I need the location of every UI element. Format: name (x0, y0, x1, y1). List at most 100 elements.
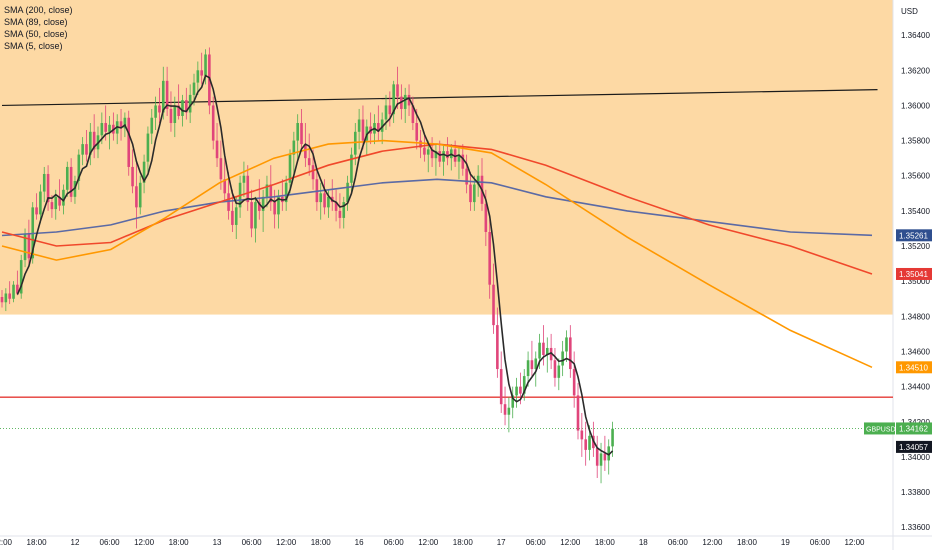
candle-body (569, 337, 572, 370)
candle (92, 114, 96, 159)
candle-body (503, 404, 507, 415)
candle (69, 158, 73, 203)
candle-body (161, 80, 165, 113)
candle-body (346, 182, 349, 203)
candle (319, 182, 323, 220)
candle-body (165, 80, 169, 109)
candle-body (254, 202, 257, 229)
candle-body (319, 193, 323, 203)
candle-body (534, 358, 538, 370)
candle-body (77, 154, 81, 182)
candle (284, 175, 288, 211)
candle (526, 351, 530, 387)
candle (146, 126, 150, 173)
candle-body (327, 196, 330, 208)
candle-body (46, 173, 50, 203)
price-labels-layer: 1.35261 1.35041 1.34510 GBPUSD 1.34162 1.3405… (864, 229, 932, 453)
candle (599, 442, 603, 484)
candle (177, 84, 180, 120)
candle-body (288, 154, 292, 183)
candle-body (135, 186, 138, 208)
candle (430, 137, 434, 167)
candle (23, 228, 27, 268)
candle-body (277, 196, 280, 215)
candle-body (39, 191, 42, 215)
candle (419, 130, 422, 159)
candle (242, 161, 246, 197)
candle (89, 123, 92, 166)
candle-body (377, 123, 380, 132)
price-label: 1.35041 (896, 267, 932, 280)
candle (35, 193, 38, 220)
x-tick-label: 18 (639, 538, 648, 547)
candle (530, 340, 534, 377)
candle-body (246, 175, 250, 203)
candle-body (438, 151, 442, 162)
candle (165, 66, 169, 116)
candle-body (223, 179, 227, 194)
candle-body (565, 337, 568, 352)
candle (496, 307, 499, 378)
x-tick-label: 16 (355, 538, 364, 547)
candle-body (104, 123, 107, 132)
candle-body (488, 231, 491, 285)
x-tick-label: 12:00 (276, 538, 297, 547)
candle (131, 149, 134, 194)
candle (557, 358, 561, 391)
y-tick-label: 1.34000 (901, 453, 930, 462)
price-axis[interactable]: USD 1.36400 1.36200 1.36000 1.35800 1.35600 1… (901, 7, 930, 532)
time-axis[interactable]: 12:00 18:00 12 06:00 12:00 18:00 13 06:00 12:00 1… (0, 538, 865, 547)
sma-line-89 (1, 143, 873, 275)
x-tick-label: 06:00 (810, 538, 831, 547)
legend-sma89[interactable]: SMA (89, close) (4, 17, 68, 27)
y-tick-label: 1.36400 (901, 31, 930, 40)
candle-body (284, 182, 288, 203)
candle-body (127, 117, 131, 167)
price-label: 1.35261 (896, 229, 932, 242)
legend-sma200[interactable]: SMA (200, close) (4, 5, 73, 15)
candle-body (173, 105, 177, 124)
candle (396, 66, 399, 109)
x-tick-label: 12:00 (418, 538, 439, 547)
candle (127, 110, 131, 176)
price-label: 1.34510 (896, 361, 932, 374)
candle-body (576, 395, 580, 431)
candle-body (231, 210, 234, 225)
candle-body (396, 84, 399, 97)
candle-body (119, 121, 123, 129)
candle-body (580, 430, 584, 440)
legend-sma50[interactable]: SMA (50, close) (4, 29, 68, 39)
candle (392, 80, 395, 124)
y-tick-label: 1.34800 (901, 312, 930, 321)
candle-body (257, 202, 261, 211)
candle-body (211, 105, 215, 141)
x-tick-label: 06:00 (100, 538, 121, 547)
x-tick-label: 12:00 (0, 538, 13, 547)
candle (346, 175, 349, 211)
candle-body (219, 158, 223, 180)
candle-body (311, 165, 315, 180)
candle-body (442, 151, 445, 162)
candle-body (469, 184, 472, 203)
y-tick-label: 1.33800 (901, 488, 930, 497)
legend-sma5[interactable]: SMA (5, close) (4, 41, 63, 51)
candle-body (169, 108, 173, 124)
candle (499, 351, 503, 413)
candle-body (62, 189, 65, 206)
candle (576, 383, 580, 440)
candle (257, 179, 261, 220)
y-tick-label: 1.34400 (901, 383, 930, 392)
y-tick-label: 1.36200 (901, 66, 930, 75)
candle-body (611, 428, 614, 447)
candle (150, 108, 154, 145)
candle-body (561, 351, 564, 366)
candle (569, 325, 572, 378)
candle (503, 386, 507, 426)
candle-body (54, 196, 58, 210)
candle (553, 347, 557, 387)
candle-body (599, 453, 603, 466)
candle (288, 149, 292, 194)
candle (19, 254, 23, 299)
candle-body (457, 154, 461, 162)
